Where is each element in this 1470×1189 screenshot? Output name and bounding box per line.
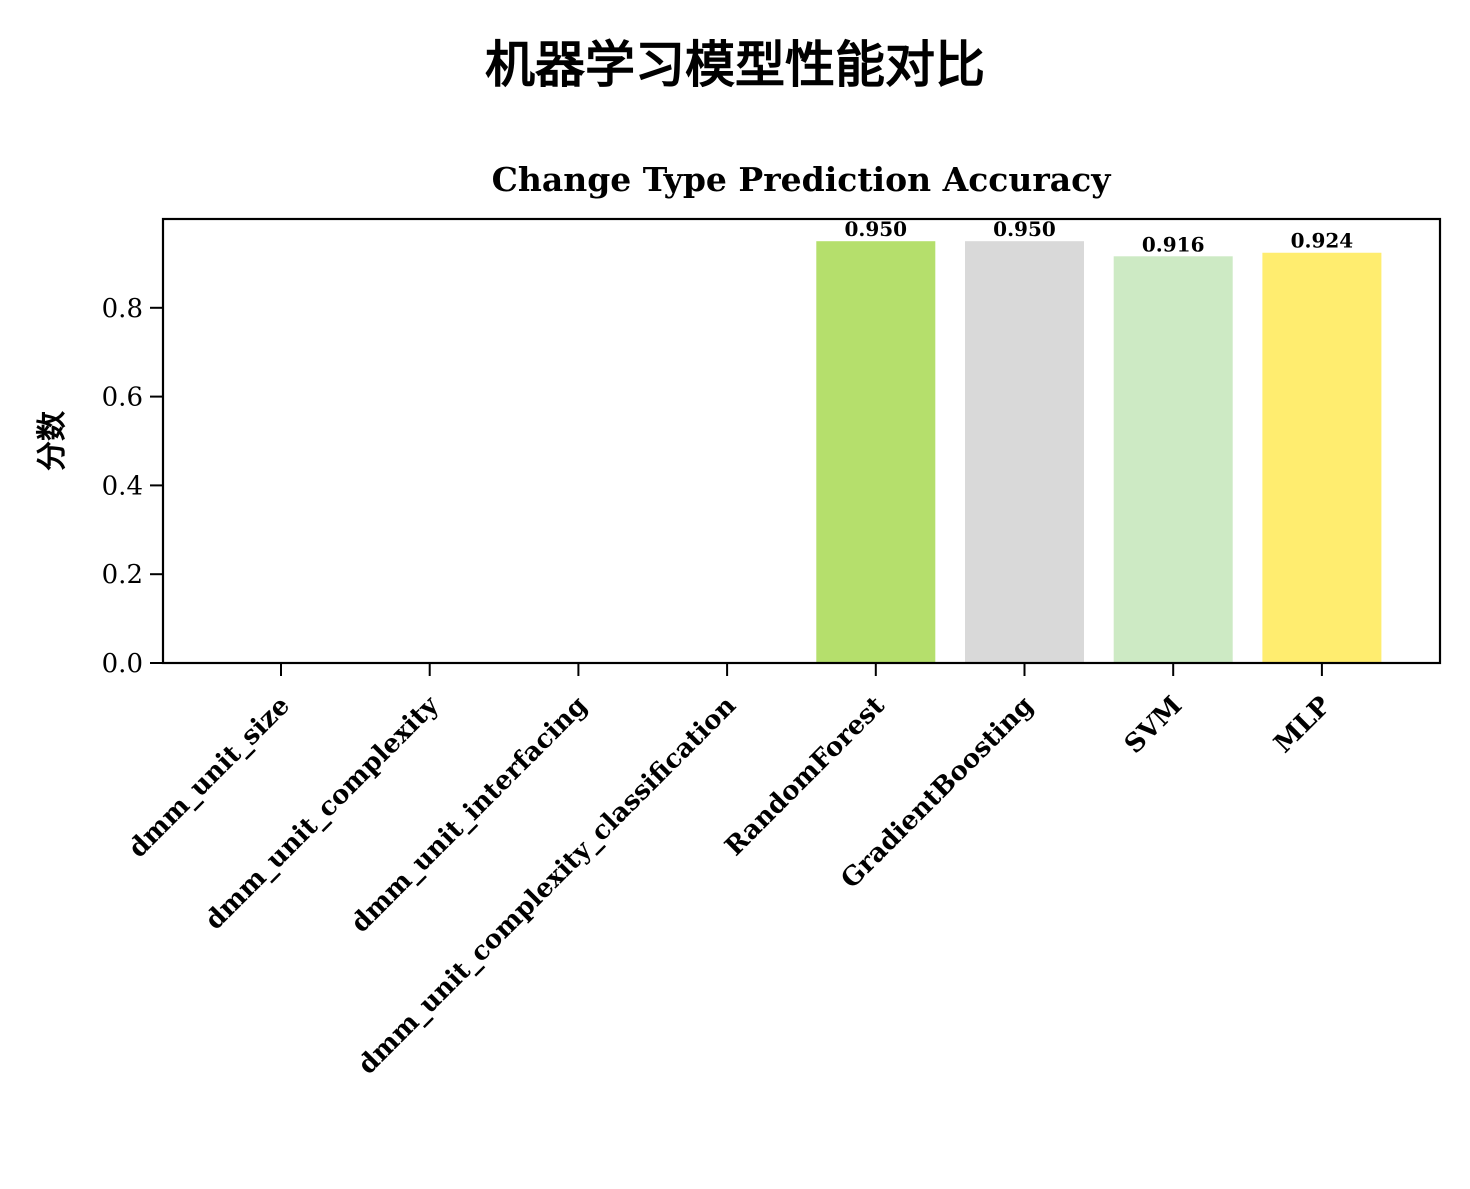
data-label-SVM: 0.916 [1142,232,1205,256]
bar-RandomForest [816,241,936,663]
bar-GradientBoosting [965,241,1084,663]
x-tick-label-MLP: MLP [1269,691,1337,759]
data-label-RandomForest: 0.950 [844,217,907,241]
bar-MLP [1262,252,1382,663]
y-axis-label: 分数 [35,410,70,471]
x-tick-label-dmm_unit_interfacing: dmm_unit_interfacing [345,691,593,939]
y-tick-label: 0.6 [102,383,143,413]
data-labels-layer: 0.950 0.950 0.916 0.924 [844,217,1353,256]
y-tick-label: 0.4 [102,471,143,501]
x-axis: dmm_unit_sizedmm_unit_complexitydmm_unit… [123,663,1337,1080]
bar-SVM [1113,256,1233,663]
x-tick-label-dmm_unit_size: dmm_unit_size [123,691,296,864]
x-tick-label-RandomForest: RandomForest [719,691,890,862]
chart-title: Change Type Prediction Accuracy [492,160,1112,199]
y-axis: 0.0 0.2 0.4 0.6 0.8 [102,294,163,679]
y-tick-label: 0.2 [102,560,143,590]
figure-suptitle: 机器学习模型性能对比 [485,35,985,94]
data-label-MLP: 0.924 [1291,229,1354,253]
x-tick-label-dmm_unit_complexity: dmm_unit_complexity [200,690,446,936]
plot-area-frame [161,217,1442,665]
bars-layer [816,241,1382,663]
y-tick-label: 0.0 [102,649,143,679]
y-tick-label: 0.8 [102,294,143,324]
x-tick-label-SVM: SVM [1119,691,1188,760]
data-label-GradientBoosting: 0.950 [993,217,1056,241]
